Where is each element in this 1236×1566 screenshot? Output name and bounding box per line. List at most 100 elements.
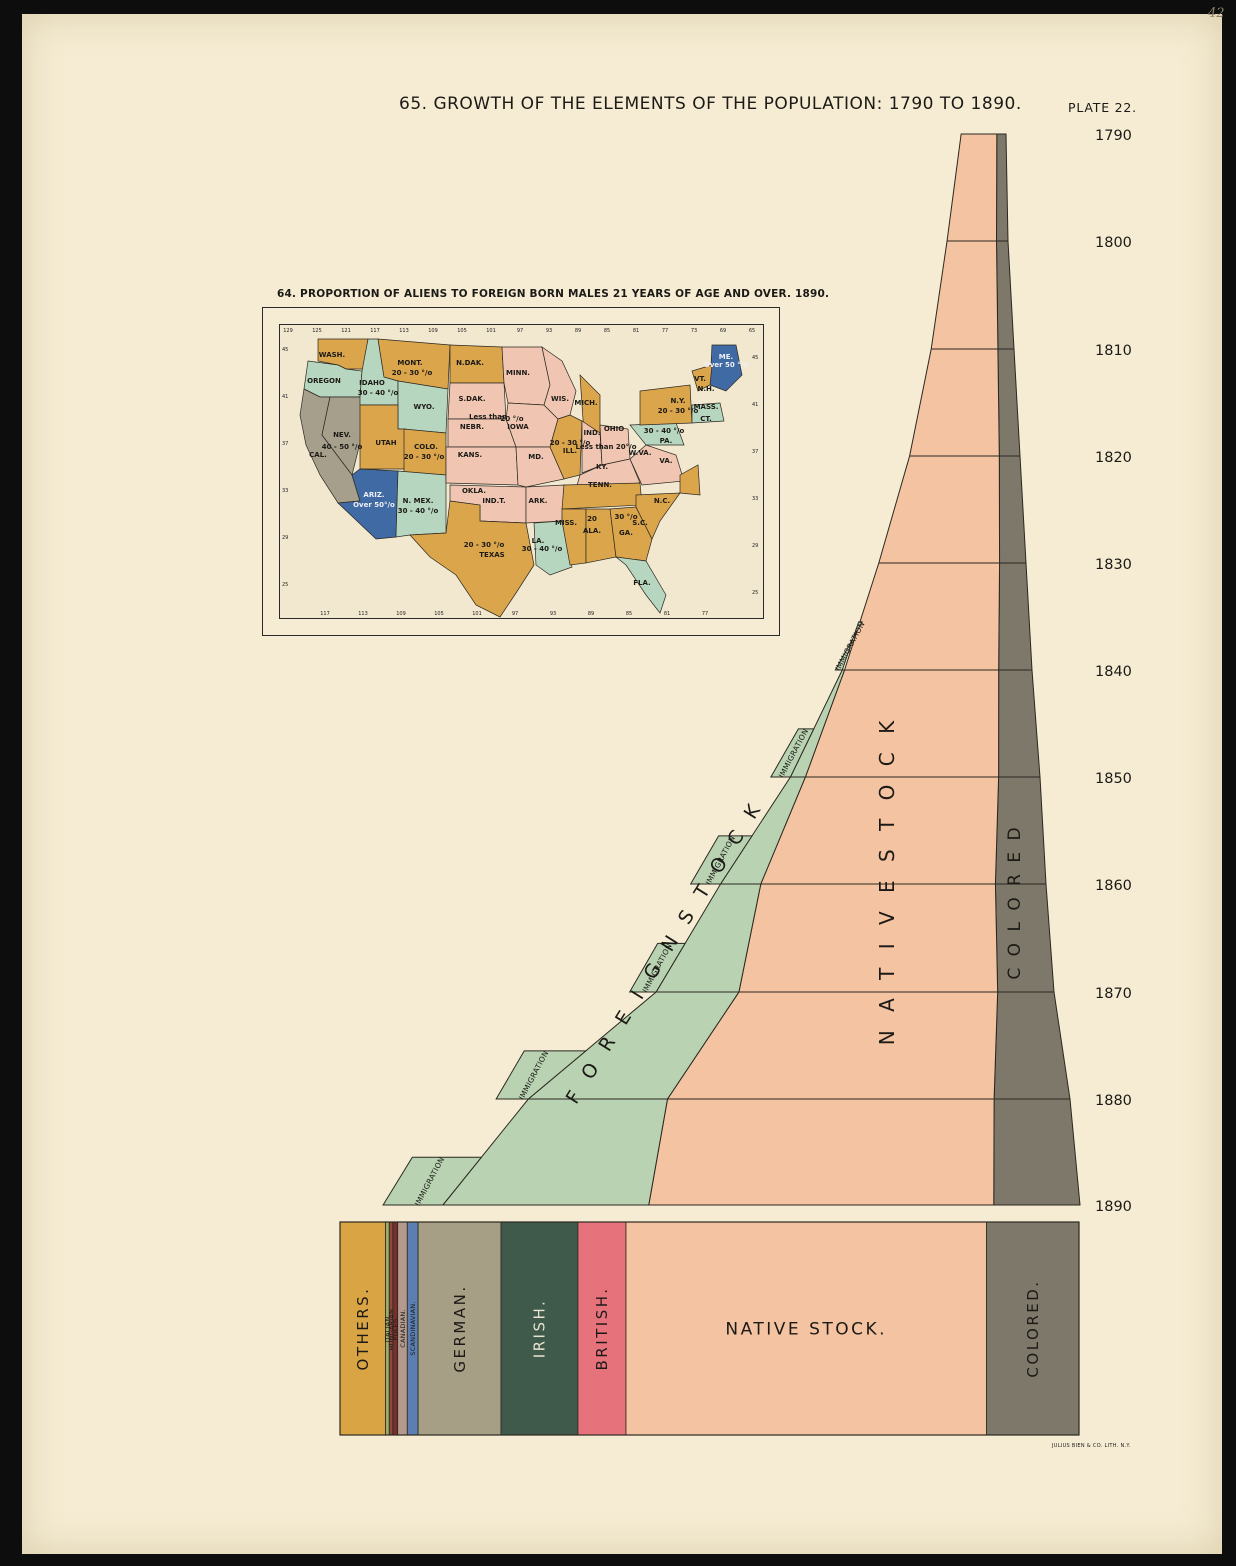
map-state-label: PA. (660, 437, 673, 445)
map-state-label: 20 - 30 °/o (658, 407, 699, 415)
map-top-tick: 121 (341, 328, 351, 334)
us-map-svg: 129 125 121 117 113 109 105 101 97 93 89 85 81 77 73 69… (282, 328, 758, 618)
year-label-1880: 1880 (1095, 1093, 1132, 1109)
map-state-label: VT. (694, 375, 706, 383)
map-top-tick: 117 (370, 328, 380, 334)
page-number-mark: 42 (1208, 6, 1225, 21)
map-state-label: NEBR. (460, 423, 484, 431)
map-state-label: 20 - 30 °/o (464, 541, 505, 549)
year-label-1840: 1840 (1095, 664, 1132, 680)
map-state-label: TEXAS (479, 551, 504, 559)
map-state-label: S.DAK. (458, 395, 485, 403)
map-state-shape (635, 492, 681, 540)
plate-title: 65. GROWTH OF THE ELEMENTS OF THE POPULA… (399, 94, 1022, 114)
map-state-label: IND. (584, 429, 601, 437)
map-top-tick: 65 (749, 328, 755, 334)
map-top-tick: 73 (691, 328, 697, 334)
map-state-label: UTAH (375, 439, 396, 447)
map-bottom-tick: 93 (550, 611, 556, 617)
map-top-tick: 93 (546, 328, 552, 334)
map-state-label: 20 °/o (500, 415, 523, 423)
map-state-shape (609, 506, 653, 562)
map-state-label: GA. (619, 529, 633, 537)
map-bottom-tick: 105 (434, 611, 444, 617)
map-state-label: OREGON (307, 377, 341, 385)
map-bottom-tick: 85 (626, 611, 632, 617)
native-stock-band-label: N A T I V E S T O C K (875, 715, 899, 1045)
map-state-shape (691, 364, 713, 392)
map-state-label: N. MEX. (403, 497, 434, 505)
lithographer-credit: JULIUS BIEN & CO. LITH. N.Y. (1052, 1443, 1131, 1449)
map-title: 64. PROPORTION OF ALIENS TO FOREIGN BORN… (277, 288, 830, 300)
map-state-shape (691, 402, 725, 424)
map-state-label: MASS. (694, 403, 719, 411)
immigration-step-1880 (495, 1050, 588, 1100)
map-state-label: IND.T. (482, 497, 505, 505)
map-state-shape (515, 446, 565, 488)
year-label-1820: 1820 (1095, 450, 1132, 466)
map-lat-tick-right: 33 (752, 496, 758, 502)
map-lat-tick-right: 45 (752, 355, 758, 361)
map-state-label: ARIZ. (363, 491, 384, 499)
map-state-label: CAL. (309, 451, 327, 459)
map-state-label: 30 - 40 °/o (398, 507, 439, 515)
map-state-label: ME. (719, 353, 733, 361)
map-state-label: 40 - 50 °/o (322, 443, 363, 451)
map-state-label: IDAHO (359, 379, 385, 387)
map-state-label: 30 - 40 °/o (644, 427, 685, 435)
map-state-label: WIS. (551, 395, 569, 403)
map-top-tick: 89 (575, 328, 581, 334)
map-bottom-tick: 77 (702, 611, 708, 617)
map-state-label: COLO. (414, 443, 438, 451)
map-state-label: W.VA. (629, 449, 652, 457)
map-state-shape (533, 520, 573, 576)
map-state-label: Less than (469, 413, 507, 421)
map-lat-tick-left: 29 (282, 535, 288, 541)
immigration-step-1840 (834, 621, 864, 671)
map-top-tick: 129 (283, 328, 293, 334)
map-lat-tick-left: 45 (282, 347, 288, 353)
map-state-label: N.H. (697, 385, 714, 393)
map-state-label: OKLA. (462, 487, 486, 495)
map-lat-tick-left: 37 (282, 441, 288, 447)
map-state-label: KY. (596, 463, 608, 471)
immigration-step-1850 (770, 728, 815, 778)
map-state-label: MINN. (506, 369, 530, 377)
map-state-label: FLA. (633, 579, 650, 587)
year-label-1790: 1790 (1095, 128, 1132, 144)
map-state-label: Over 50°/o (353, 501, 395, 509)
map-state-label: VA. (659, 457, 672, 465)
map-state-label: MISS. (555, 519, 577, 527)
map-bottom-tick: 97 (512, 611, 518, 617)
year-label-1890: 1890 (1095, 1199, 1132, 1215)
immigration-step-1860 (689, 835, 753, 885)
year-label-1850: 1850 (1095, 771, 1132, 787)
map-state-shape (629, 444, 685, 486)
year-label-1860: 1860 (1095, 878, 1132, 894)
map-top-tick: 81 (633, 328, 639, 334)
map-top-tick: 69 (720, 328, 726, 334)
map-state-label: 30 - 40 °/o (522, 545, 563, 553)
map-lat-tick-right: 37 (752, 449, 758, 455)
map-state-label: Less than 20°/o (575, 443, 636, 451)
map-state-shape (614, 556, 667, 614)
map-state-label: ILL. (563, 447, 577, 455)
map-state-label: 20 (587, 515, 597, 523)
map-state-shape (321, 396, 363, 476)
map-lat-tick-left: 33 (282, 488, 288, 494)
map-state-label: Over 50 °/o (704, 361, 748, 369)
map-state-label: 30 °/o (614, 513, 637, 521)
year-label-1870: 1870 (1095, 986, 1132, 1002)
map-state-label: MONT. (397, 359, 422, 367)
map-bottom-tick: 81 (664, 611, 670, 617)
map-top-tick: 97 (517, 328, 523, 334)
map-state-label: 20 - 30 °/o (550, 439, 591, 447)
map-lat-tick-left: 41 (282, 394, 288, 400)
map-top-tick: 109 (428, 328, 438, 334)
map-top-tick: 125 (312, 328, 322, 334)
immigration-step-1870 (628, 942, 686, 993)
map-lat-tick-right: 29 (752, 543, 758, 549)
map-state-label: OHIO (604, 425, 624, 433)
map-state-label: IOWA (507, 423, 529, 431)
